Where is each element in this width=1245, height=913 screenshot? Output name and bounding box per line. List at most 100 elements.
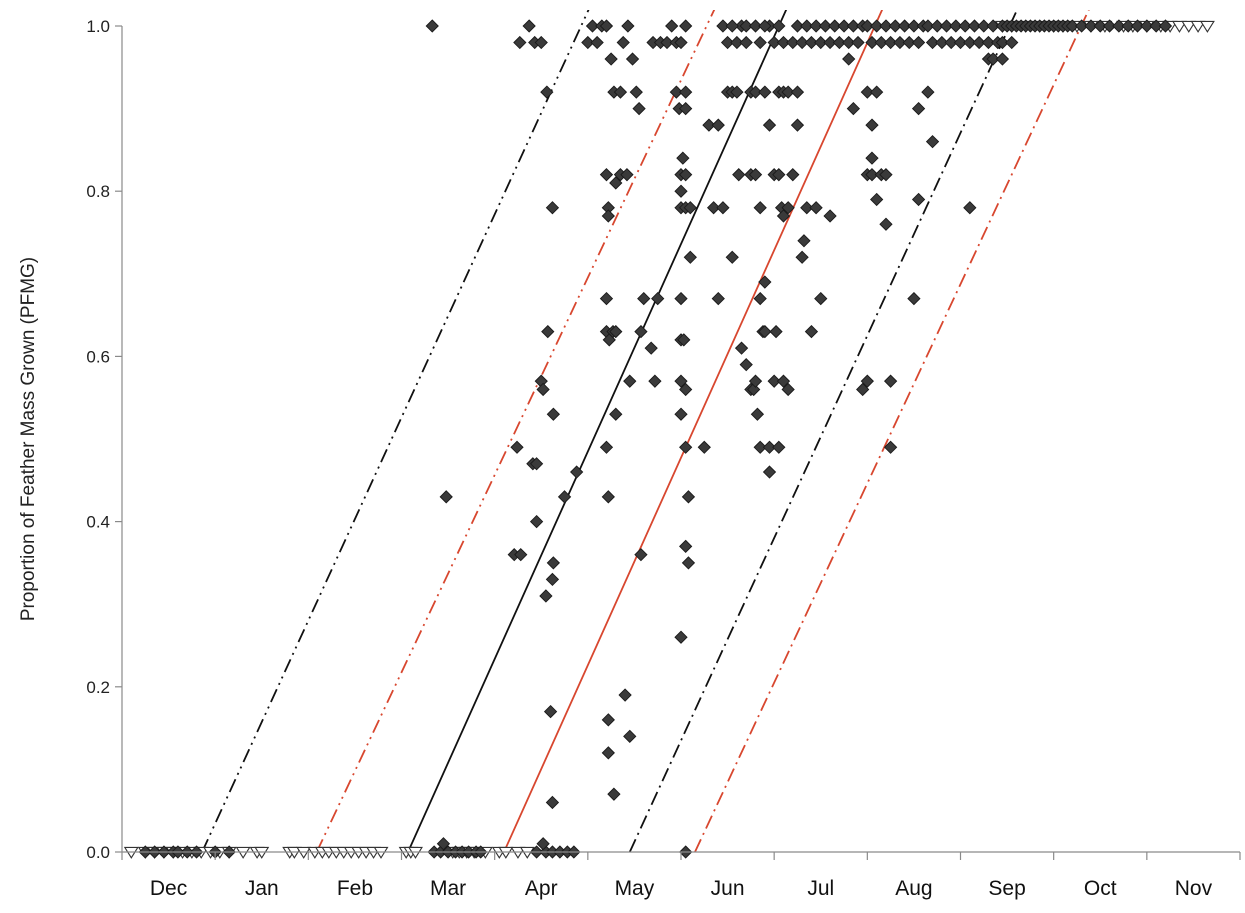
diamond-point	[963, 35, 977, 50]
triangle-point	[373, 846, 389, 859]
diamond-point	[776, 374, 791, 388]
diamond-point	[739, 19, 753, 33]
diamond-point	[739, 35, 753, 50]
fit-line-black-solid	[407, 10, 788, 852]
diamond-point	[681, 490, 696, 504]
diamond-point	[1112, 19, 1126, 33]
diamond-point	[758, 19, 772, 33]
diamond-point	[702, 118, 716, 132]
diamond-point	[679, 168, 693, 182]
x-tick-label-mar: Mar	[430, 877, 466, 900]
triangle-point	[1171, 20, 1187, 33]
diamond-point	[870, 85, 884, 99]
diamond-point	[623, 374, 637, 388]
diamond-point	[748, 374, 763, 388]
diamond-point	[601, 490, 615, 504]
diamond-point	[865, 35, 879, 50]
diamond-point	[823, 35, 837, 50]
fit-line-black-dash-dot-dot	[201, 10, 590, 852]
diamond-point	[730, 35, 744, 50]
diamond-point	[753, 291, 767, 306]
diamond-point	[814, 291, 828, 306]
diamond-point	[776, 35, 791, 50]
y-tick-label: 0.8	[86, 182, 110, 201]
diamond-point	[1005, 35, 1019, 50]
diamond-point	[790, 118, 805, 132]
diamond-point	[1102, 19, 1117, 33]
diamond-point	[676, 151, 690, 165]
diamond-point	[781, 201, 795, 215]
diamond-point	[762, 118, 777, 132]
diamond-point	[911, 101, 926, 116]
diamond-point	[541, 324, 555, 339]
diamond-point	[902, 35, 916, 50]
diamond-point	[665, 19, 679, 33]
x-tick-label-nov: Nov	[1175, 877, 1213, 900]
axes	[121, 26, 1240, 853]
diamond-point	[648, 374, 662, 388]
diamond-point	[616, 35, 630, 50]
x-tick-label-may: May	[615, 877, 655, 900]
x-tick-label-dec: Dec	[150, 877, 187, 900]
triangle-point	[1190, 20, 1206, 33]
diamond-point	[865, 118, 879, 132]
diamond-point	[944, 35, 958, 50]
x-tick-label-jul: Jul	[807, 877, 834, 900]
diamond-point	[644, 341, 658, 355]
diamond-point	[534, 35, 548, 50]
diamond-point	[674, 35, 688, 50]
diamond-point	[674, 374, 688, 388]
diamond-point	[679, 19, 693, 33]
diamond-point	[720, 35, 735, 50]
diamond-point	[804, 324, 819, 339]
diamond-point	[797, 234, 811, 248]
diamond-point	[758, 275, 772, 289]
diamond-point	[809, 19, 823, 33]
diamond-point	[995, 52, 1010, 66]
diamond-point	[874, 35, 888, 50]
diamond-point	[860, 19, 874, 33]
diamond-point	[425, 19, 439, 33]
y-axis-label: Proportion of Feather Mass Grown (PFMG)	[18, 257, 39, 621]
x-tick-label-sep: Sep	[988, 877, 1025, 900]
diamond-point	[781, 382, 795, 397]
diamond-point	[911, 35, 926, 50]
diamond-point	[860, 374, 874, 388]
diamond-point	[995, 35, 1010, 50]
diamond-point	[546, 556, 560, 570]
diamond-point	[514, 548, 528, 562]
diamond-point	[1084, 19, 1098, 33]
diamond-point	[732, 168, 746, 182]
diamond-point	[828, 19, 842, 33]
diamond-point	[925, 35, 940, 50]
diamond-point	[607, 787, 621, 801]
x-tick-label-jan: Jan	[245, 877, 279, 900]
diamond-point	[601, 209, 615, 223]
diamond-point	[977, 19, 991, 33]
diamond-point	[758, 85, 772, 99]
diamond-point	[781, 85, 795, 99]
diamond-point	[599, 168, 614, 182]
diamond-point	[795, 250, 809, 264]
x-tick-label-oct: Oct	[1084, 877, 1117, 900]
diamond-point	[800, 201, 814, 215]
diamond-point	[750, 407, 765, 421]
diamond-point	[986, 19, 1000, 33]
diamond-point	[674, 291, 688, 306]
y-tick-label: 0.0	[86, 843, 110, 862]
diamond-point	[772, 19, 786, 33]
diamond-point	[856, 382, 870, 397]
diamond-point	[581, 35, 595, 50]
diamond-point	[958, 19, 972, 33]
diamond-point	[674, 407, 688, 421]
diamond-point	[599, 440, 614, 454]
diamond-point	[846, 19, 860, 33]
diamond-point	[870, 192, 884, 207]
diamond-point	[557, 490, 572, 504]
diamond-point	[725, 250, 739, 264]
diamond-point	[613, 85, 628, 99]
diamond-point	[570, 465, 584, 479]
diamond-point	[529, 514, 544, 529]
diamond-point	[897, 19, 912, 33]
diamond-point	[846, 101, 860, 116]
